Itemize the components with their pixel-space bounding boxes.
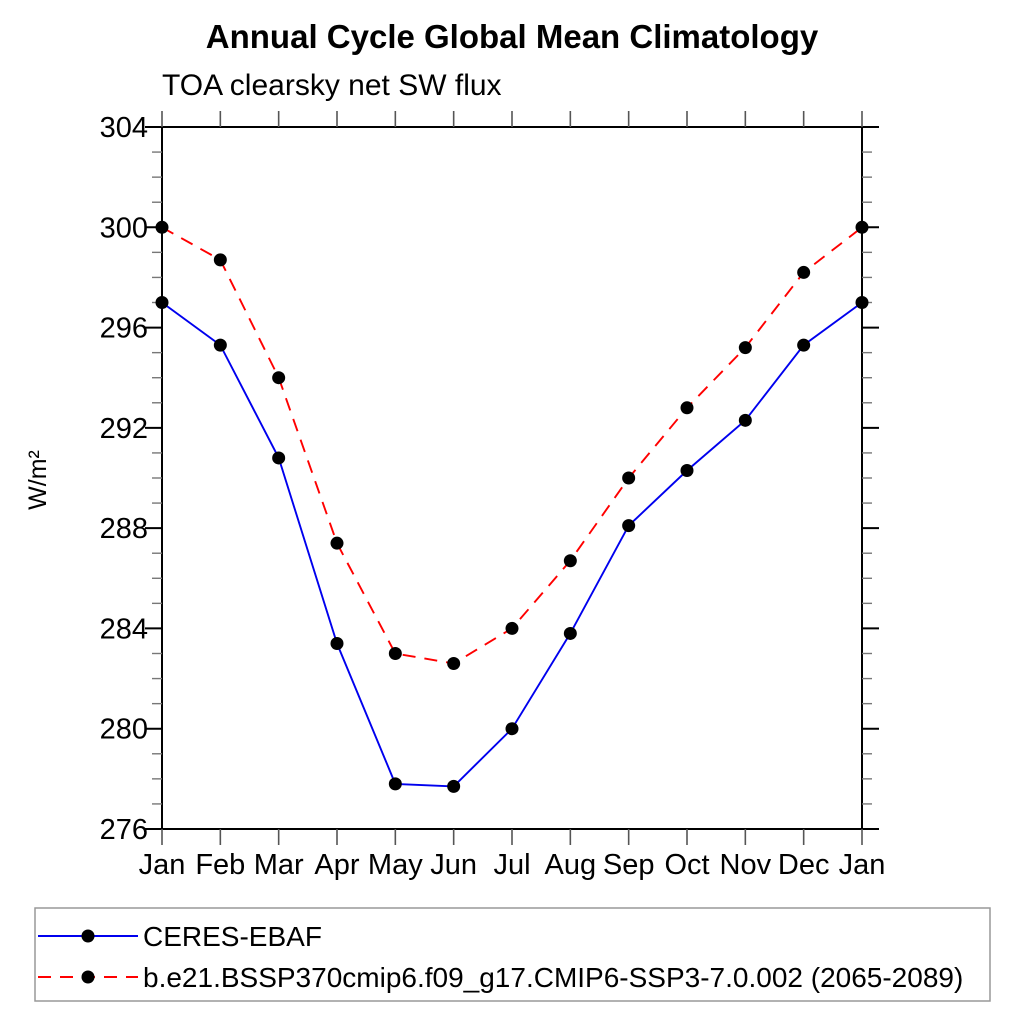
x-tick-label: Jul [493, 849, 530, 881]
legend-label: b.e21.BSSP370cmip6.f09_g17.CMIP6-SSP3-7.… [143, 962, 963, 993]
y-tick-label: 288 [100, 513, 148, 545]
y-tick-label: 292 [100, 413, 148, 445]
y-tick-label: 296 [100, 313, 148, 345]
x-tick-label: Sep [603, 849, 655, 881]
data-point-marker [680, 401, 694, 415]
y-tick-label: 280 [100, 714, 148, 746]
legend-box [34, 907, 991, 1002]
x-tick-label: Nov [720, 849, 772, 881]
data-point-marker [797, 265, 811, 279]
y-tick-label: 300 [100, 212, 148, 244]
y-axis-label: W/m² [24, 450, 52, 510]
data-point-marker [505, 722, 519, 736]
data-point-marker [447, 779, 461, 793]
x-tick-label: Jan [839, 849, 886, 881]
data-point-marker [855, 296, 869, 309]
data-point-marker [505, 621, 519, 635]
y-tick-label: 276 [100, 814, 148, 846]
data-point-marker [622, 519, 636, 533]
data-point-marker [155, 220, 169, 234]
data-point-marker [213, 253, 227, 267]
data-point-marker [272, 371, 286, 385]
chart-title: Annual Cycle Global Mean Climatology [206, 18, 819, 55]
x-tick-label: May [368, 849, 423, 881]
x-tick-label: Oct [664, 849, 709, 881]
y-tick-label: 304 [100, 112, 148, 144]
x-tick-label: Dec [778, 849, 830, 881]
data-point-marker [622, 471, 636, 485]
series-line [161, 301, 863, 788]
data-point-marker [388, 647, 402, 660]
x-tick-label: Jun [430, 849, 477, 881]
y-tick-label: 284 [100, 613, 148, 645]
data-point-marker [563, 626, 577, 640]
data-point-marker [797, 338, 811, 352]
data-point-marker [330, 636, 344, 650]
data-point-marker [738, 341, 752, 355]
x-tick-label: Aug [545, 849, 597, 881]
x-tick-label: Jan [139, 849, 186, 881]
data-point-marker [563, 554, 577, 568]
legend-marker [81, 970, 95, 984]
data-point-marker [447, 657, 461, 671]
data-point-marker [155, 296, 169, 309]
x-tick-label: Mar [254, 849, 304, 881]
data-point-marker [213, 338, 227, 352]
data-point-marker [680, 463, 694, 477]
x-tick-label: Apr [314, 849, 359, 881]
legend-marker [81, 929, 95, 943]
legend-label: CERES-EBAF [143, 921, 322, 952]
data-point-marker [330, 536, 344, 550]
data-point-marker [855, 220, 869, 234]
data-point-marker [738, 413, 752, 427]
chart-subtitle: TOA clearsky net SW flux [162, 69, 502, 102]
legend: CERES-EBAF b.e21.BSSP370cmip6.f09_g17.CMI… [34, 907, 991, 1002]
series-line [161, 226, 863, 665]
x-tick-label: Feb [195, 849, 245, 881]
data-point-marker [272, 451, 286, 465]
data-point-marker [388, 777, 402, 791]
